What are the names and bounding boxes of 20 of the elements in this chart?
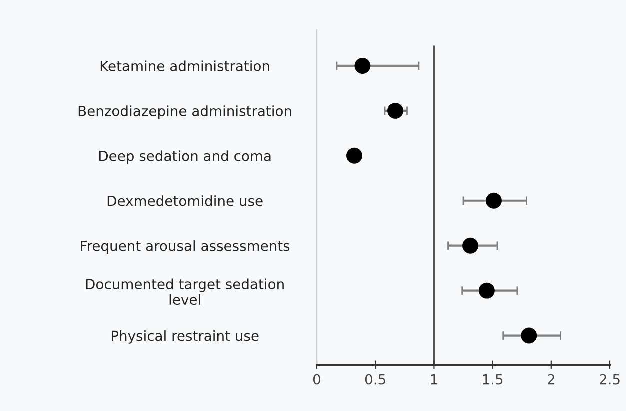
y-tick-label: Physical restraint use — [112, 330, 259, 344]
x-tick-label: 1 — [431, 374, 438, 385]
y-tick-label: Benzodiazepine administration — [78, 106, 292, 120]
point — [354, 58, 371, 74]
y-tick-label: Ketamine administration — [100, 60, 270, 72]
y-tick-label: Documented target sedation level — [86, 278, 284, 306]
y-tick-label: Dexmedetomidine use — [108, 196, 263, 206]
point — [462, 238, 479, 254]
point — [486, 192, 502, 209]
x-tick-label: 1.5 — [483, 374, 503, 385]
point — [478, 282, 495, 299]
x-tick-label: 0.5 — [365, 374, 386, 385]
point — [346, 148, 362, 164]
x-tick-label: 0 — [313, 374, 320, 385]
x-tick-label: 2.5 — [600, 374, 620, 385]
point — [388, 102, 404, 119]
y-tick-label: Frequent arousal assessments — [81, 240, 290, 254]
y-tick-label: Deep sedation and coma — [99, 150, 271, 164]
x-tick-label: 2 — [548, 374, 554, 385]
point — [521, 328, 538, 344]
